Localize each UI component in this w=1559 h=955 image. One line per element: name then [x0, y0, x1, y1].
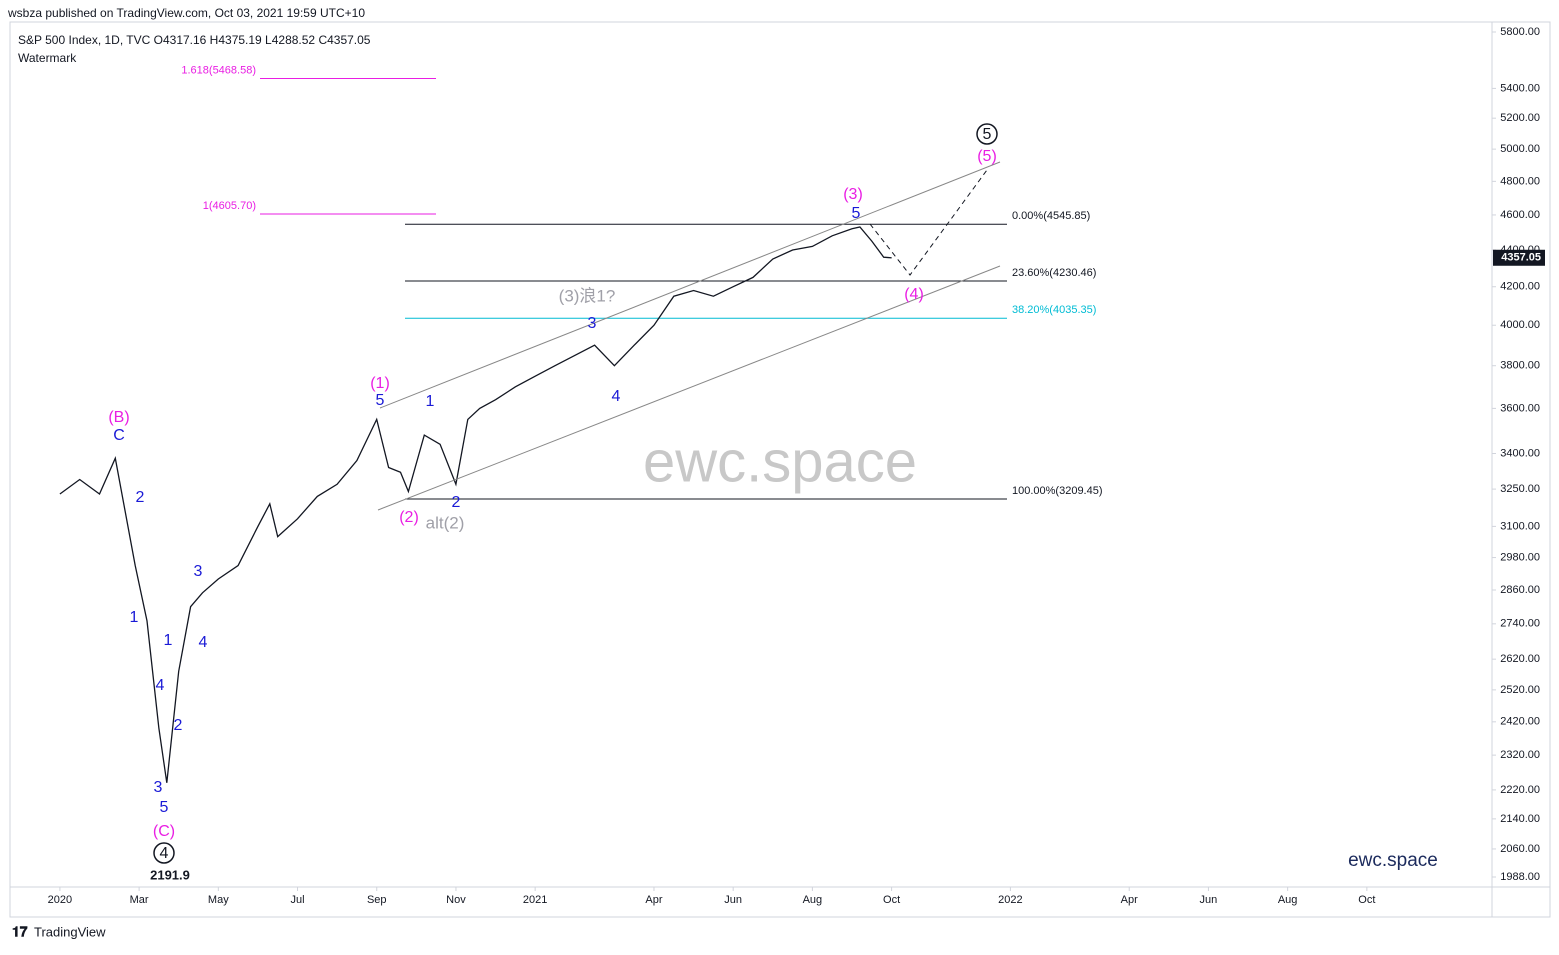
watermark-text: ewc.space: [643, 429, 917, 494]
x-tick-label: 2021: [523, 894, 547, 906]
y-tick-label: 2220.00: [1500, 784, 1540, 796]
y-tick-label: 2740.00: [1500, 618, 1540, 630]
wave-label: 5: [376, 392, 385, 409]
x-tick-label: Jul: [290, 894, 304, 906]
channel-lower: [377, 265, 1001, 511]
x-tick-label: Mar: [130, 894, 149, 906]
wave-label: (3)浪1?: [559, 286, 616, 305]
wave-label: 4: [199, 634, 208, 651]
wave-label: 2: [136, 489, 145, 506]
y-tick-label: 5800.00: [1500, 26, 1540, 38]
x-tick-label: Aug: [1278, 894, 1298, 906]
wave-label: (C): [153, 823, 175, 840]
x-tick-label: Apr: [1121, 894, 1138, 906]
wave-label: 4: [156, 677, 165, 694]
x-tick-label: Sep: [367, 894, 387, 906]
symbol-info: S&P 500 Index, 1D, TVC O4317.16 H4375.19…: [18, 33, 371, 47]
y-tick-label: 2060.00: [1500, 843, 1540, 855]
last-price-label: 4357.05: [1501, 252, 1541, 264]
wave-label: 4: [612, 388, 621, 405]
wave-label: 1: [130, 609, 139, 626]
wave-label: (4): [904, 286, 924, 303]
channel-upper: [379, 161, 1001, 409]
x-tick-label: Aug: [803, 894, 823, 906]
y-tick-label: 4000.00: [1500, 319, 1540, 331]
circle: [976, 123, 998, 145]
low-label: 2191.9: [150, 867, 190, 882]
wave-label: 1: [164, 632, 173, 649]
wave-label: 2: [174, 717, 183, 734]
wave-label: 4: [160, 845, 169, 862]
footer-brand: TradingView: [34, 924, 106, 939]
fib-label: 0.00%(4545.85): [1012, 210, 1090, 222]
x-tick-label: 2020: [48, 894, 72, 906]
x-tick-label: 2022: [998, 894, 1022, 906]
x-tick-label: Jun: [1200, 894, 1218, 906]
y-tick-label: 4200.00: [1500, 281, 1540, 293]
wave-label: 5: [852, 205, 861, 222]
wave-label: 2: [452, 494, 461, 511]
wave-label: (5): [977, 148, 997, 165]
y-tick-label: 2420.00: [1500, 716, 1540, 728]
y-tick-label: 3400.00: [1500, 447, 1540, 459]
y-tick-label: 2320.00: [1500, 749, 1540, 761]
y-tick-label: 2980.00: [1500, 551, 1540, 563]
y-tick-label: 1988.00: [1500, 871, 1540, 883]
y-tick-label: 4800.00: [1500, 175, 1540, 187]
fib-label: 1(4605.70): [203, 200, 256, 212]
wave-label: 3: [154, 779, 163, 796]
wave-label: 3: [588, 315, 597, 332]
wave-label: alt(2): [426, 513, 465, 532]
frame: [9, 21, 1551, 918]
last-price-box: [1493, 249, 1545, 266]
y-tick-label: 2520.00: [1500, 684, 1540, 696]
x-tick-label: Oct: [883, 894, 900, 906]
x-tick-label: Nov: [446, 894, 466, 906]
publisher: wsbza published on TradingView.com, Oct …: [7, 6, 365, 20]
fib-label: 100.00%(3209.45): [1012, 485, 1103, 497]
y-tick-label: 5000.00: [1500, 143, 1540, 155]
x-tick-label: Apr: [645, 894, 662, 906]
y-tick-label: 3800.00: [1500, 360, 1540, 372]
wave-label: 3: [194, 563, 203, 580]
y-tick-label: 5200.00: [1500, 112, 1540, 124]
plot: 0.00%(4545.85) 23.60%(4230.46) 38.20%(4035…: [59, 64, 1103, 783]
wave-label: (B): [108, 409, 129, 426]
y-tick-label: 3250.00: [1500, 483, 1540, 495]
wave-label: 5: [983, 126, 992, 143]
fib-label: 1.618(5468.58): [181, 64, 256, 76]
wave-label: (3): [843, 186, 863, 203]
tv-logo: 𝟏𝟕: [12, 924, 28, 940]
brand-text: ewc.space: [1348, 850, 1438, 871]
x-tick-label: May: [208, 894, 229, 906]
y-tick-label: 3600.00: [1500, 402, 1540, 414]
wave-label: C: [113, 427, 125, 444]
fib-label: 23.60%(4230.46): [1012, 267, 1096, 279]
circle: [153, 842, 175, 864]
y-tick-label: 3100.00: [1500, 520, 1540, 532]
wave-label: (2): [399, 509, 419, 526]
y-tick-label: 2620.00: [1500, 653, 1540, 665]
wave-label: (1): [370, 375, 390, 392]
fib-label: 38.20%(4035.35): [1012, 304, 1096, 316]
wave-label: 5: [160, 799, 169, 816]
y-tick-label: 5400.00: [1500, 82, 1540, 94]
y-tick-label: 2140.00: [1500, 813, 1540, 825]
x-tick-label: Oct: [1358, 894, 1375, 906]
projection: [869, 169, 988, 276]
wave-label: 1: [426, 393, 435, 410]
wave-labels: (B) C 2 1 3 1 4 4 2 3 5 (C) 4 2191.9 (1)…: [108, 123, 998, 882]
y-tick-label: 2860.00: [1500, 584, 1540, 596]
watermark-label: Watermark: [18, 51, 77, 65]
y-tick-label: 4600.00: [1500, 209, 1540, 221]
price-line: [59, 226, 892, 783]
x-tick-label: Jun: [724, 894, 742, 906]
